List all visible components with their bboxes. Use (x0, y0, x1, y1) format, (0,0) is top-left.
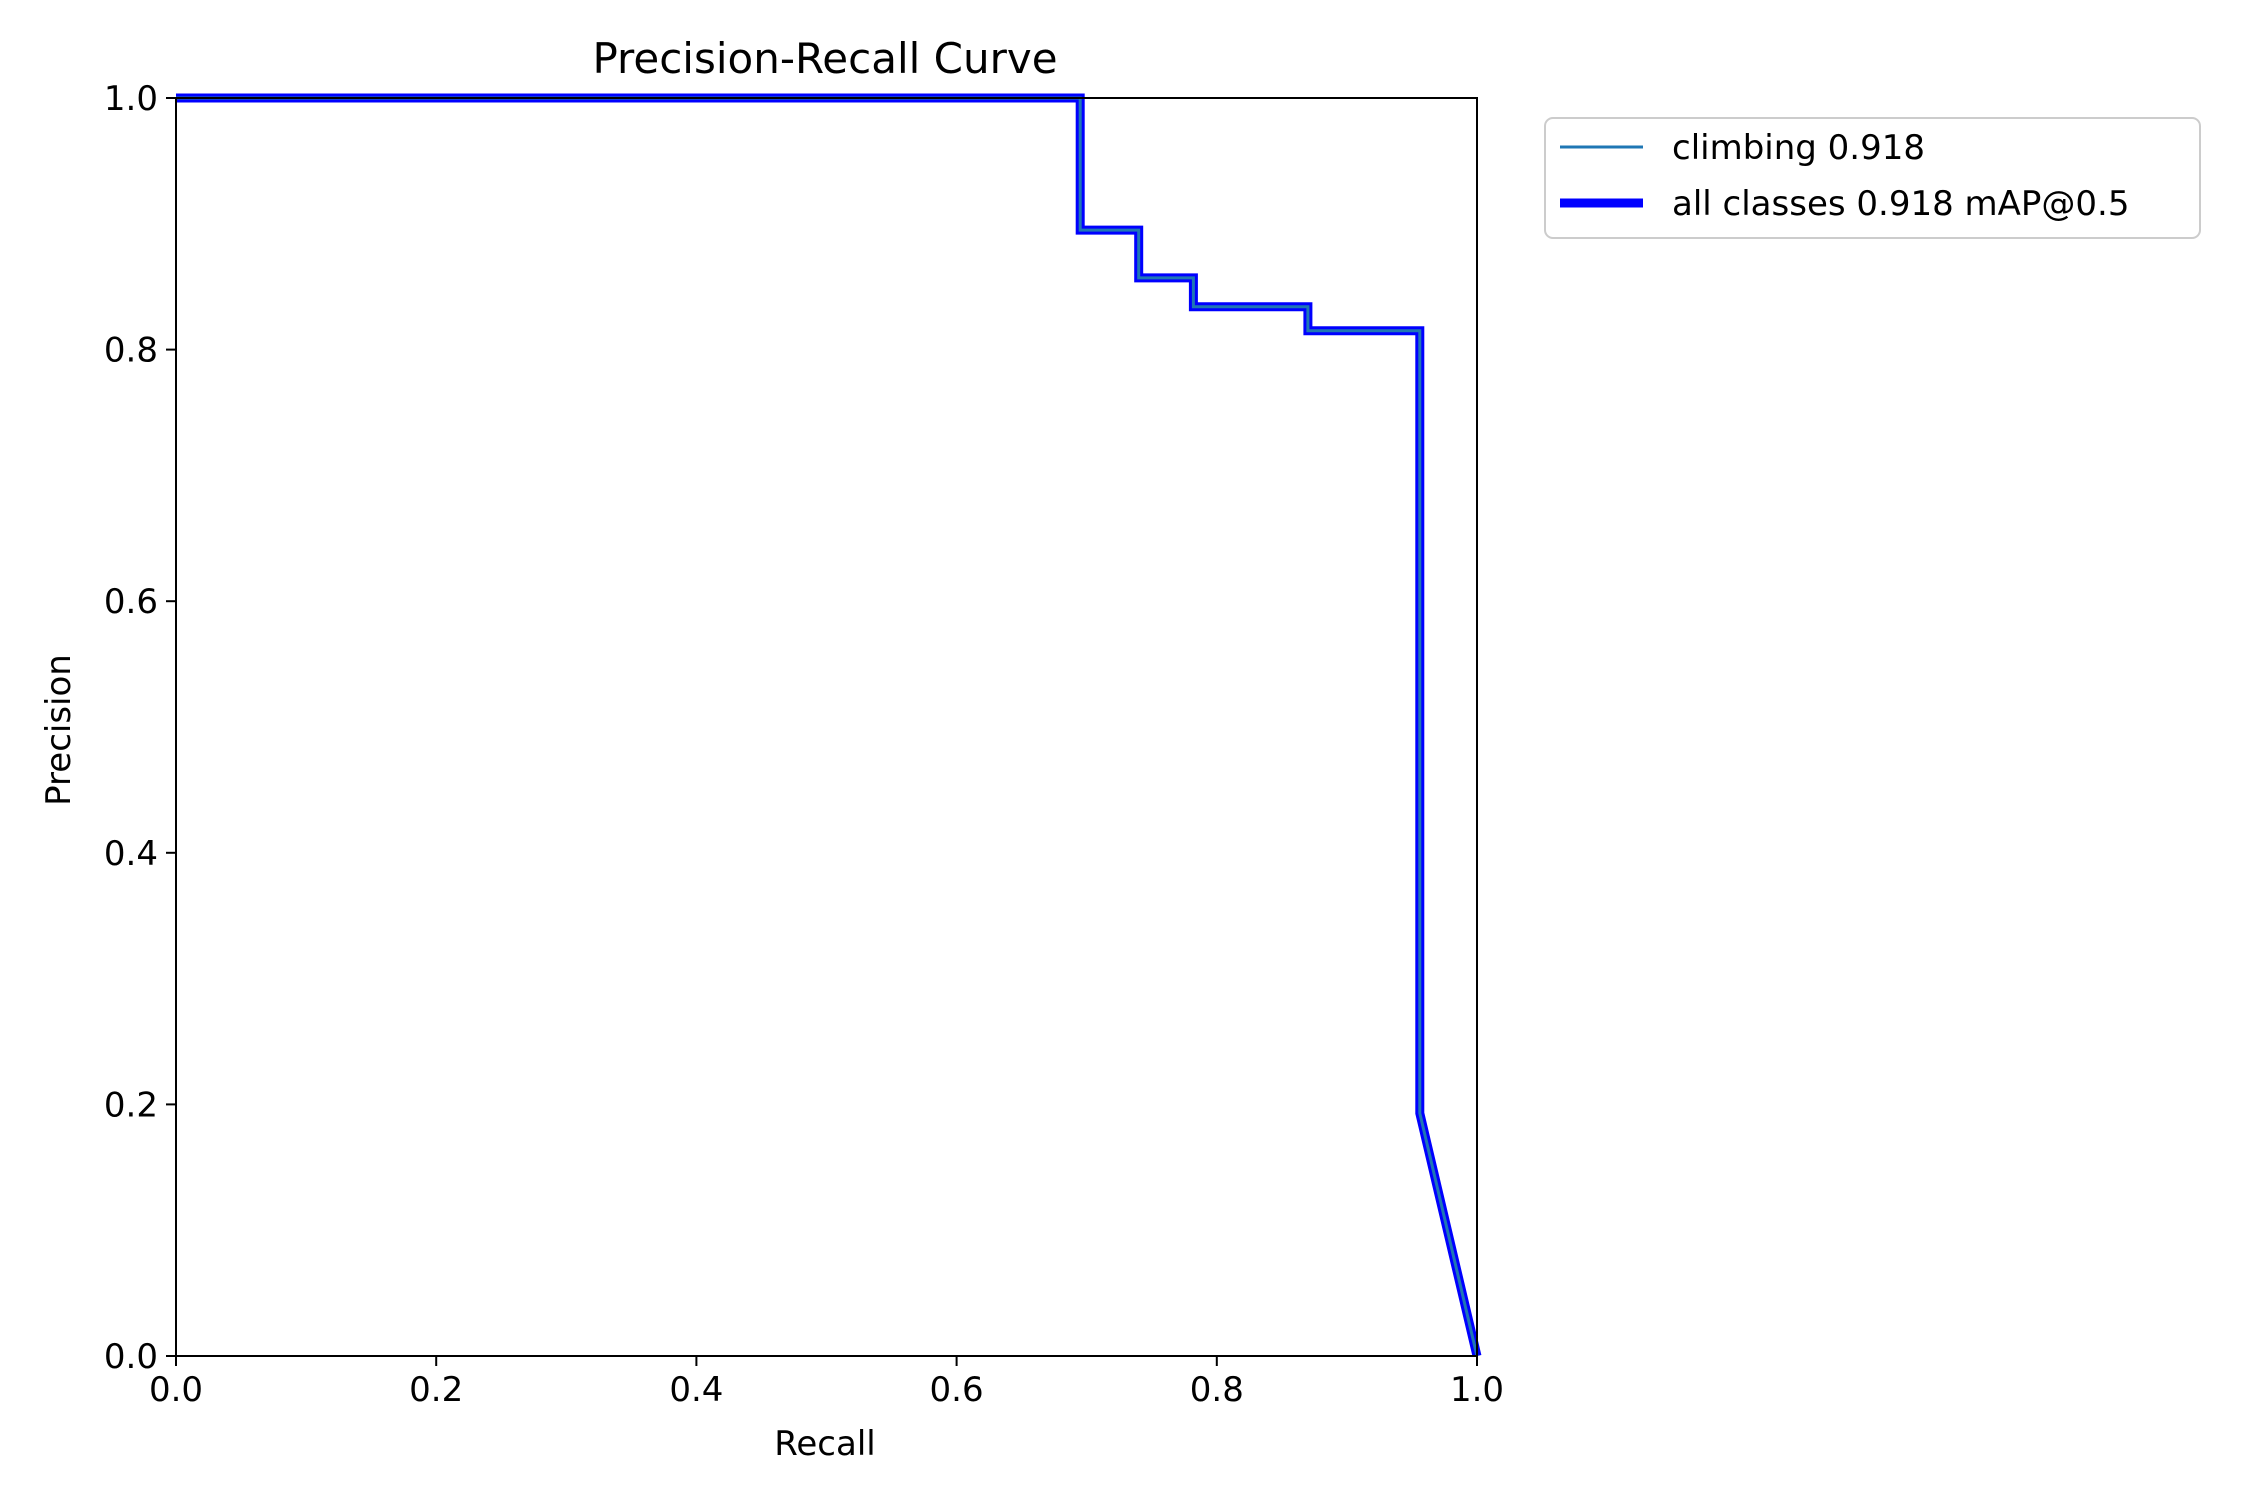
x-axis-label: Recall (774, 1424, 875, 1464)
chart-title: Precision-Recall Curve (592, 34, 1057, 83)
y-tick-label: 0.4 (104, 834, 158, 874)
legend-label-1: all classes 0.918 mAP@0.5 (1672, 184, 2129, 224)
x-tick-label: 0.6 (930, 1370, 984, 1410)
y-tick-label: 0.2 (104, 1085, 158, 1125)
legend-frame (1544, 117, 2201, 239)
x-tick-label: 0.4 (669, 1370, 723, 1410)
x-tick-label: 0.0 (149, 1370, 203, 1410)
series-line-0 (176, 96, 1479, 1357)
y-tick-label: 0.6 (104, 582, 158, 622)
plot-area (176, 93, 1482, 1358)
legend: climbing 0.918 all classes 0.918 mAP@0.5 (1544, 117, 2201, 239)
legend-label-0: climbing 0.918 (1672, 128, 1925, 168)
y-tick-label: 0.0 (104, 1337, 158, 1377)
axes: 0.0 0.2 0.4 0.6 0.8 1.0 0.0 0.2 0.4 0.6 0.8 1.0 (104, 79, 1504, 1410)
x-tick-label: 0.2 (409, 1370, 463, 1410)
y-tick-label: 0.8 (104, 331, 158, 371)
x-tick-label: 0.8 (1190, 1370, 1244, 1410)
x-tick-label: 1.0 (1450, 1370, 1504, 1410)
y-axis-label: Precision (39, 654, 79, 806)
y-tick-label: 1.0 (104, 79, 158, 119)
axes-frame (175, 97, 1478, 1357)
